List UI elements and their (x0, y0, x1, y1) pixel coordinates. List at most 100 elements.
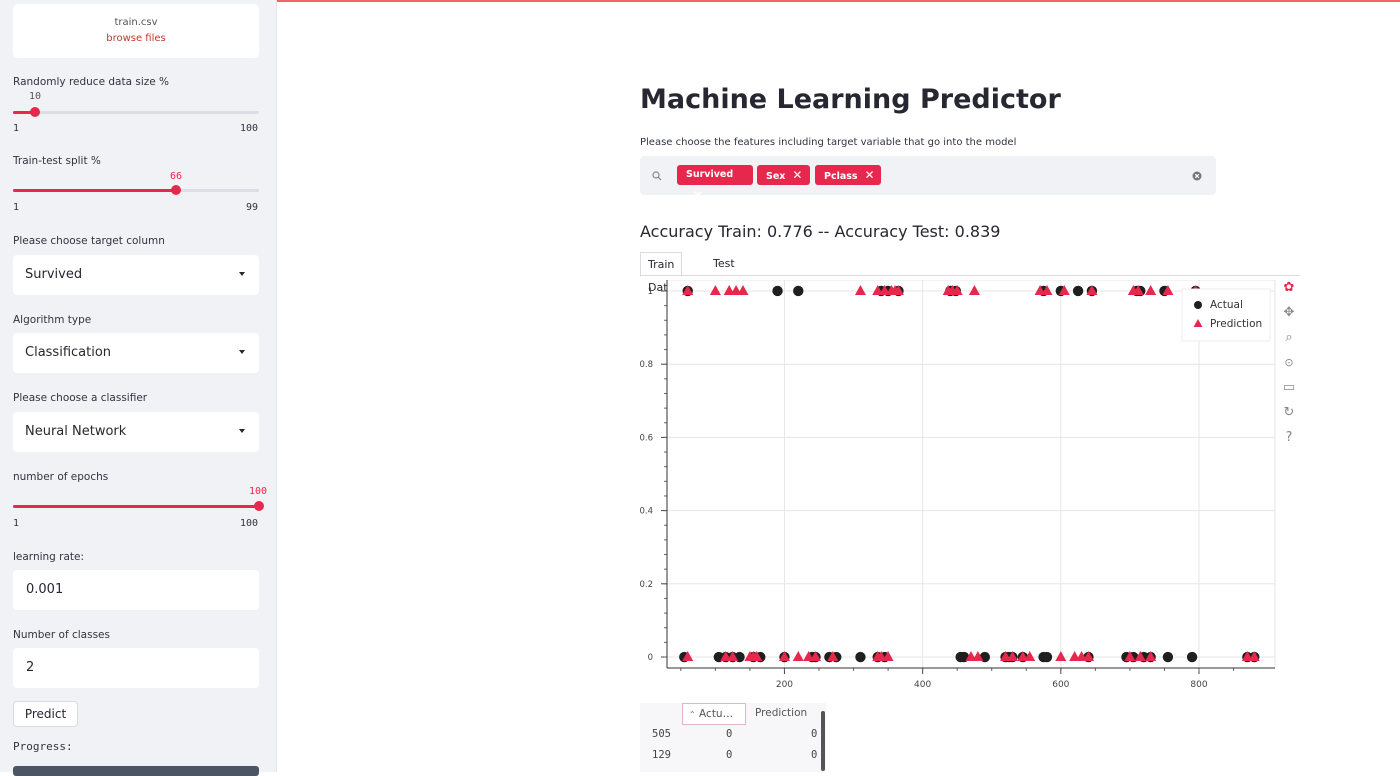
prediction-point[interactable] (727, 651, 739, 662)
prediction-point[interactable] (709, 284, 721, 295)
tab-test-data[interactable]: Test Data (713, 257, 739, 293)
algorithm-type-value: Classification (25, 345, 112, 360)
prediction-point[interactable] (1145, 284, 1157, 295)
features-prompt: Please choose the features including tar… (640, 137, 1017, 148)
prediction-point[interactable] (1241, 651, 1253, 662)
scatter-chart[interactable]: 200 400 600 800 0 0.2 0.4 0.6 0.8 1 Actual Predicti… (640, 280, 1280, 690)
chip-remove-icon[interactable]: ✕ (792, 168, 803, 182)
column-header-actual[interactable]: ⌃ Actu… (682, 703, 746, 725)
x-tick-label: 200 (776, 680, 793, 690)
browse-files-link[interactable]: browse files (106, 33, 166, 44)
prediction-point[interactable] (951, 284, 963, 295)
y-tick-label: 1 (648, 287, 653, 297)
column-header-prediction[interactable]: Prediction (755, 707, 808, 719)
epochs-slider[interactable] (13, 501, 264, 511)
prediction-point[interactable] (854, 284, 866, 295)
actual-point[interactable] (772, 285, 783, 297)
chip-sex: Sex ✕ (757, 165, 810, 185)
prediction-point[interactable] (972, 651, 984, 662)
prediction-point[interactable] (1082, 651, 1094, 662)
target-column-select[interactable]: Survived (13, 255, 259, 295)
table-scrollbar[interactable] (821, 711, 825, 771)
actual-point[interactable] (855, 651, 866, 663)
split-slider[interactable] (13, 185, 259, 195)
prediction-point[interactable] (872, 284, 884, 295)
predict-button[interactable]: Predict (13, 701, 78, 727)
actual-point[interactable] (1041, 651, 1053, 663)
prediction-point[interactable] (1034, 284, 1046, 295)
learning-rate-input[interactable]: 0.001 (13, 570, 259, 610)
reset-icon[interactable]: ↻ (1283, 405, 1295, 420)
prediction-point[interactable] (1134, 651, 1146, 662)
tab-divider (640, 275, 1300, 276)
prediction-point[interactable] (682, 284, 694, 295)
prediction-point[interactable] (1017, 651, 1029, 662)
cell-prediction: 0 (811, 749, 818, 761)
prediction-point[interactable] (810, 651, 822, 662)
cell-actual: 0 (726, 728, 733, 740)
prediction-point[interactable] (1055, 651, 1067, 662)
prediction-point[interactable] (968, 284, 980, 295)
prediction-point[interactable] (879, 284, 891, 295)
reduce-slider[interactable] (13, 107, 259, 117)
prediction-point[interactable] (723, 284, 735, 295)
chip-remove-icon[interactable]: ✕ (692, 188, 704, 202)
prediction-point[interactable] (1145, 651, 1157, 662)
prediction-point[interactable] (1006, 651, 1018, 662)
reduce-slider-handle[interactable] (30, 107, 41, 117)
y-tick-label: 0.4 (640, 507, 653, 517)
prediction-point[interactable] (1248, 651, 1260, 662)
prediction-point[interactable] (1132, 284, 1144, 295)
split-slider-handle[interactable] (171, 185, 182, 195)
tab-train-data[interactable]: Train Data (640, 252, 683, 294)
algorithm-type-select[interactable]: Classification (13, 333, 259, 373)
prediction-point[interactable] (1124, 651, 1136, 662)
wheel-zoom-icon[interactable]: ⊙ (1284, 356, 1294, 369)
actual-point[interactable] (1072, 285, 1084, 297)
prediction-point[interactable] (1086, 284, 1098, 295)
prediction-point[interactable] (737, 284, 749, 295)
legend-prediction-marker (1193, 319, 1203, 327)
actual-point[interactable] (1186, 651, 1198, 663)
prediction-point[interactable] (730, 284, 742, 295)
prediction-point[interactable] (720, 651, 732, 662)
prediction-point[interactable] (778, 651, 790, 662)
box-zoom-icon[interactable]: ⌕ (1285, 330, 1293, 345)
prediction-point[interactable] (1041, 284, 1053, 295)
prediction-point[interactable] (875, 651, 887, 662)
prediction-point[interactable] (751, 651, 763, 662)
clear-icon[interactable] (1192, 171, 1202, 181)
prediction-point[interactable] (892, 284, 904, 295)
x-tick-label: 600 (1052, 680, 1069, 690)
top-decoration-bar (0, 0, 1400, 2)
prediction-point[interactable] (1162, 284, 1174, 295)
cell-actual: 0 (726, 749, 733, 761)
prediction-point[interactable] (792, 651, 804, 662)
prediction-point[interactable] (882, 651, 894, 662)
prediction-point[interactable] (803, 651, 815, 662)
pan-icon[interactable]: ✥ (1283, 305, 1295, 320)
prediction-point[interactable] (1069, 651, 1081, 662)
epochs-slider-handle[interactable] (254, 501, 264, 511)
actual-point[interactable] (1162, 651, 1174, 663)
prediction-point[interactable] (1024, 651, 1036, 662)
learning-rate-value: 0.001 (26, 582, 64, 597)
prediction-point[interactable] (965, 651, 977, 662)
prediction-point[interactable] (1058, 284, 1070, 295)
actual-point[interactable] (793, 285, 804, 297)
bokeh-logo-icon[interactable]: ✿ (1283, 280, 1295, 295)
legend-actual-marker (1194, 301, 1202, 309)
feature-multiselect[interactable]: Survived ✕ Sex ✕ Pclass ✕ (640, 156, 1216, 202)
row-index: 129 (652, 749, 671, 761)
number-of-classes-input[interactable]: 2 (13, 648, 259, 688)
save-icon[interactable]: ▭ (1282, 380, 1296, 395)
help-icon[interactable]: ? (1285, 430, 1293, 445)
prediction-point[interactable] (1000, 651, 1012, 662)
predictions-table[interactable]: ⌃ Actu… Prediction 505 0 0 129 0 0 (640, 703, 826, 772)
prediction-point[interactable] (682, 651, 694, 662)
prediction-point[interactable] (1076, 651, 1088, 662)
prediction-point[interactable] (827, 651, 839, 662)
file-uploader[interactable]: train.csv browse files (13, 4, 259, 58)
chip-remove-icon[interactable]: ✕ (864, 168, 875, 182)
classifier-select[interactable]: Neural Network (13, 412, 259, 452)
